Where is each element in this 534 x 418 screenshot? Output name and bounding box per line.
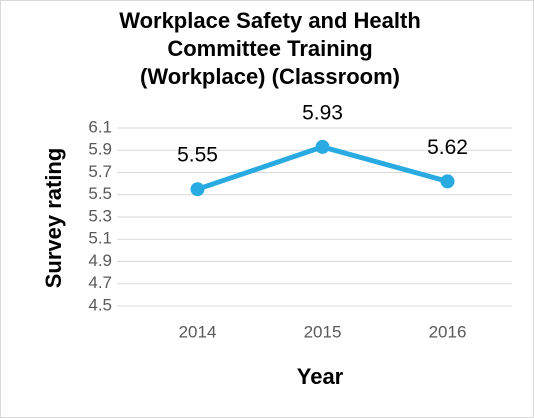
chart-title: Workplace Safety and Health xyxy=(119,8,421,33)
chart-title: (Workplace) (Classroom) xyxy=(140,64,400,89)
y-tick-label: 4.9 xyxy=(88,251,112,270)
point xyxy=(440,174,455,189)
x-tick-label: 2014 xyxy=(179,322,217,341)
data-label: 5.62 xyxy=(427,136,468,159)
y-tick-label: 5.5 xyxy=(88,184,112,203)
y-tick-label: 5.7 xyxy=(88,162,112,181)
data-label: 5.55 xyxy=(177,144,218,167)
point xyxy=(315,139,330,154)
y-tick-label: 4.7 xyxy=(88,273,112,292)
chart-title: Committee Training xyxy=(167,36,372,61)
y-tick-label: 5.9 xyxy=(88,140,112,159)
x-axis-title: Year xyxy=(297,364,344,389)
y-tick-label: 6.1 xyxy=(88,117,112,136)
y-tick-label: 5.1 xyxy=(88,229,112,248)
x-tick-label: 2016 xyxy=(429,322,467,341)
y-tick-label: 5.3 xyxy=(88,206,112,225)
x-tick-label: 2015 xyxy=(304,322,342,341)
y-axis-title: Survey rating xyxy=(41,148,66,289)
point xyxy=(190,182,205,197)
data-label: 5.93 xyxy=(302,101,343,124)
y-tick-label: 4.5 xyxy=(88,295,112,314)
